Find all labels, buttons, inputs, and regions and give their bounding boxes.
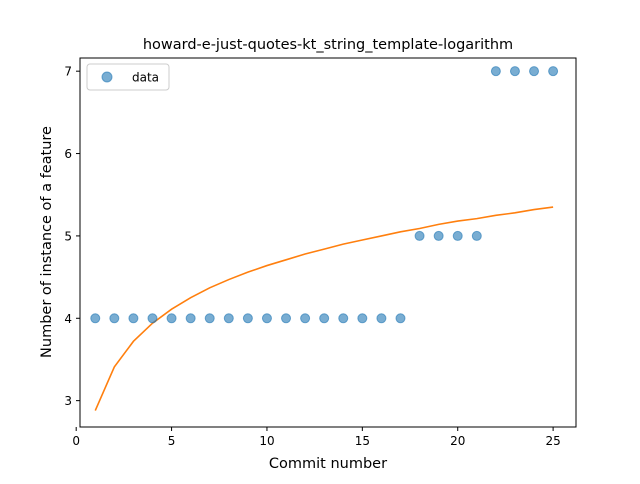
y-tick-label: 4 [64,312,72,326]
x-tick-label: 20 [450,434,465,448]
x-tick-label: 10 [259,434,274,448]
legend-box [86,63,170,91]
data-point [261,313,272,324]
data-point [242,313,253,324]
data-point [128,313,139,324]
x-tick-label: 15 [355,434,370,448]
data-point [90,313,101,324]
data-point [166,313,177,324]
chart-title: howard-e-just-quotes-kt_string_template-… [143,37,513,53]
x-axis-ticks: 0 5 10 15 20 25 [72,427,561,448]
data-point [548,66,559,77]
data-point [529,66,540,77]
data-point [414,230,425,241]
data-point [319,313,330,324]
data-point [185,313,196,324]
data-point [338,313,349,324]
data-point [471,230,482,241]
y-tick-label: 3 [64,394,72,408]
data-point [452,230,463,241]
y-tick-label: 7 [64,65,72,79]
y-axis-ticks: 3 4 5 6 7 [64,65,80,408]
legend-marker-data [101,71,113,83]
data-point [147,313,158,324]
plot-frame [79,57,577,428]
legend-label-data: data [132,71,159,85]
data-point [109,313,120,324]
data-point [223,313,234,324]
data-point [376,313,387,324]
y-tick-label: 6 [64,147,72,161]
data-point [204,313,215,324]
plot-area [90,66,559,411]
x-tick-label: 0 [72,434,80,448]
x-tick-label: 25 [545,434,560,448]
data-point [300,313,311,324]
data-point [395,313,406,324]
y-tick-label: 5 [64,229,72,243]
legend: data [86,63,170,91]
x-axis-label: Commit number [269,456,387,472]
data-point [281,313,292,324]
data-point [509,66,520,77]
fit-line [94,206,554,411]
x-tick-label: 5 [168,434,176,448]
data-point [357,313,368,324]
data-point [433,230,444,241]
y-axis-label: Number of instance of a feature [39,126,55,358]
data-point [490,66,501,77]
